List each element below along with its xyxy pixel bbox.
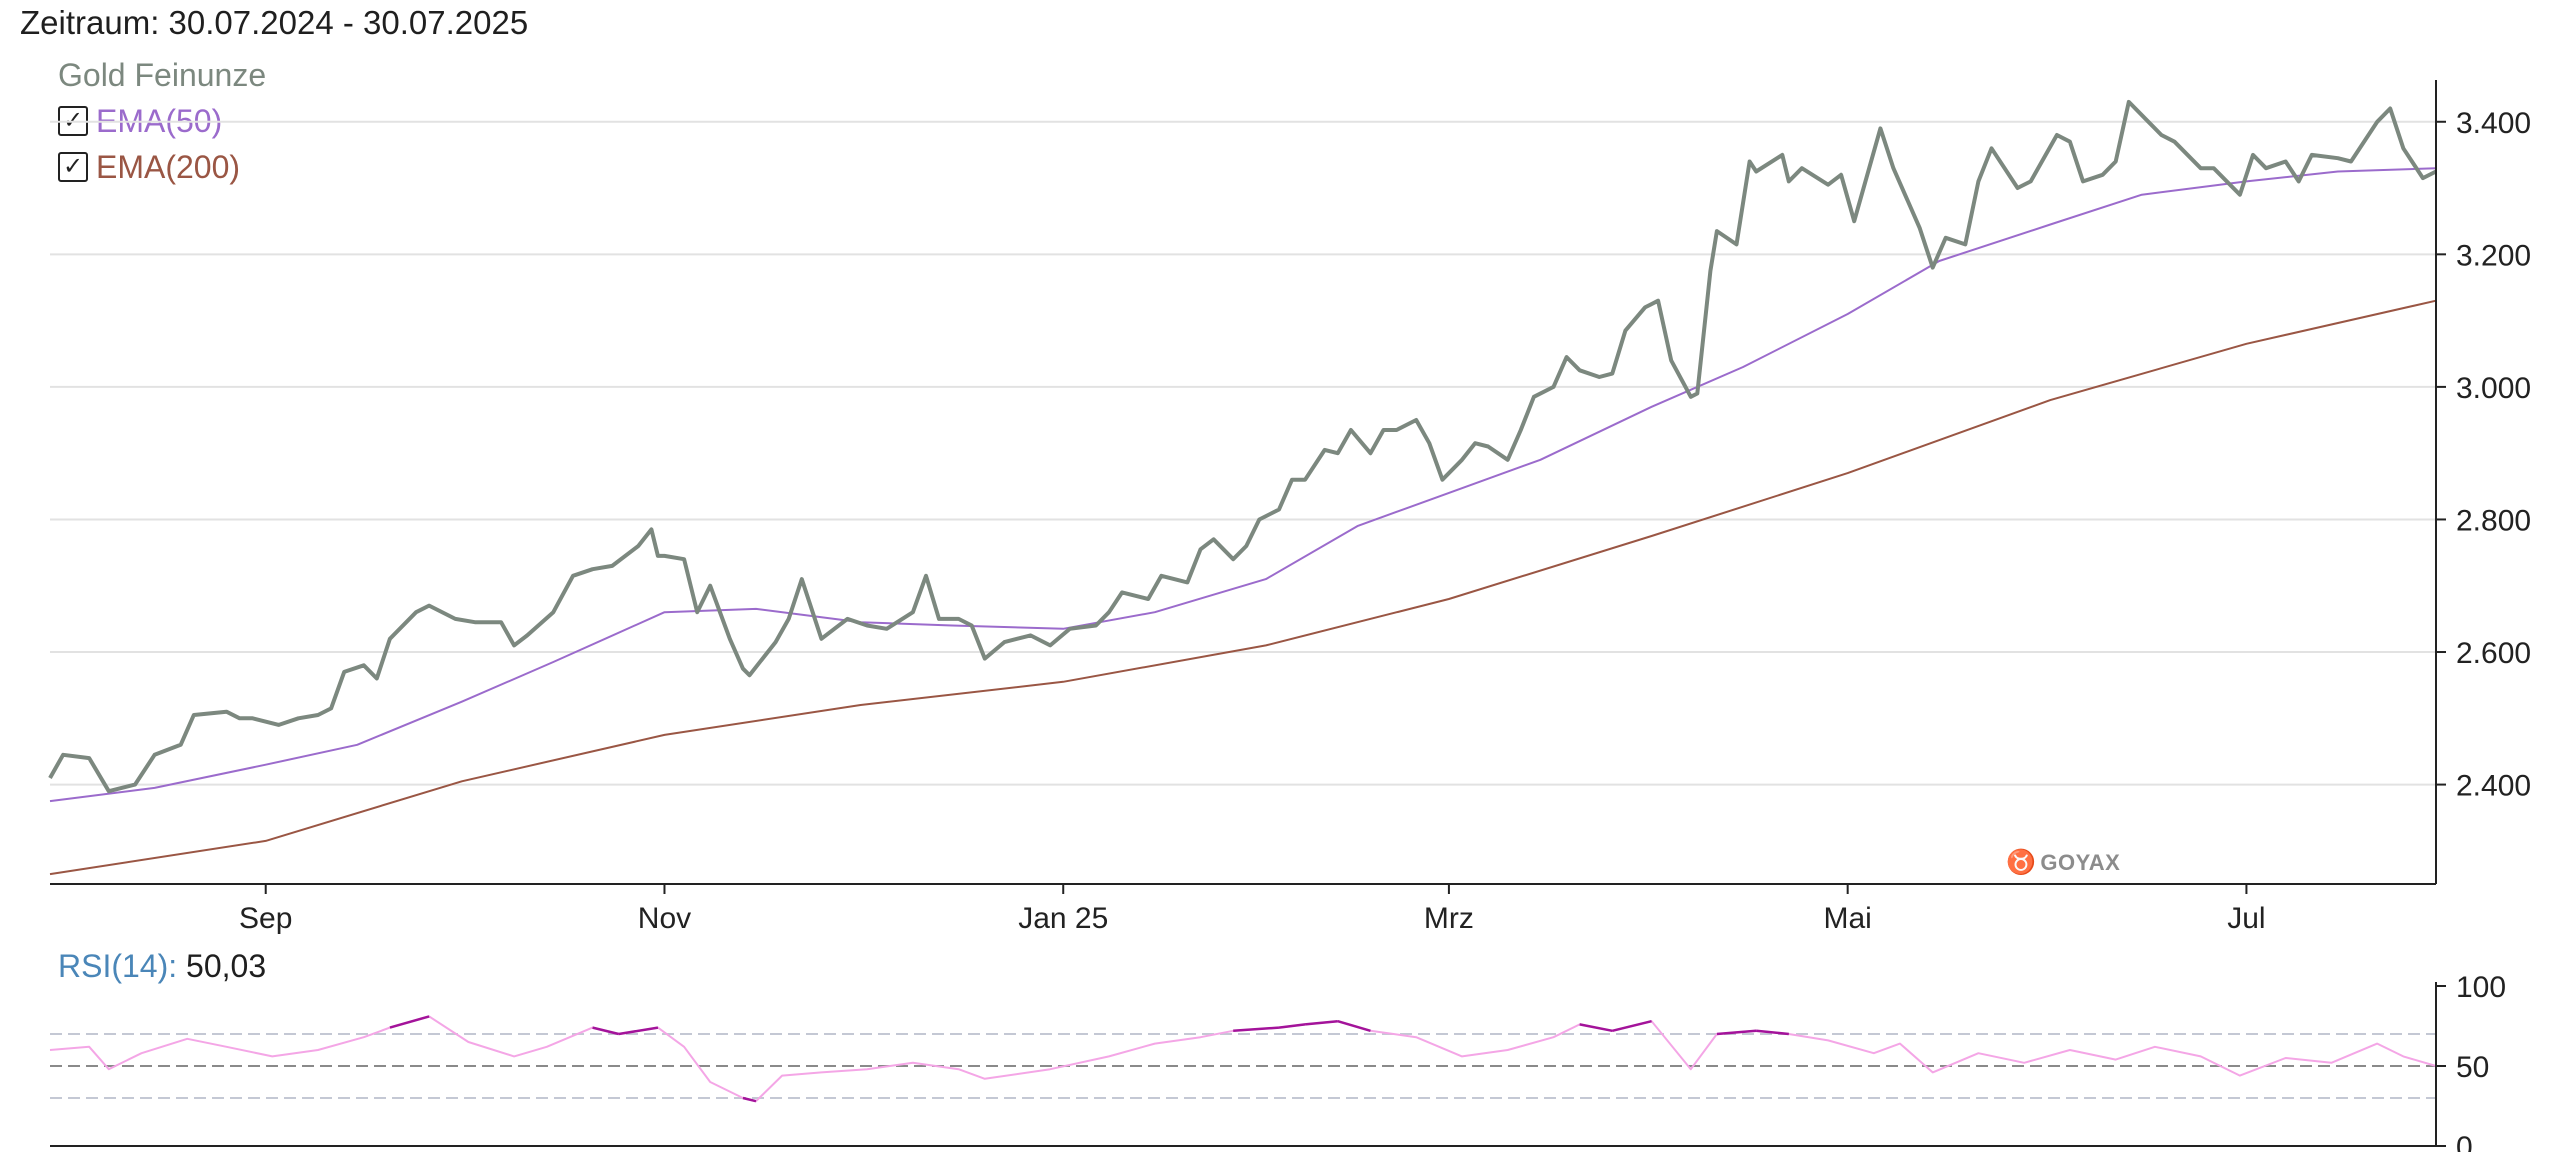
- rsi-extreme-segment: [1278, 1023, 1306, 1029]
- rsi-reference-lines: [50, 1033, 2436, 1099]
- rsi-extreme-segment: [618, 1026, 659, 1036]
- price-chart: 2.400 2.600 2.800 3.000 3.200 3.400 Sep Nov Jan …: [48, 80, 2531, 935]
- x-tick-label: Mrz: [1424, 902, 1474, 935]
- x-tick-label: Jul: [2227, 902, 2265, 935]
- series-line-gold: [48, 99, 2437, 794]
- series-line-ema50: [49, 167, 2437, 803]
- legend-instrument: Gold Feinunze: [58, 56, 267, 93]
- x-tick-label: Mai: [1823, 902, 1871, 935]
- rsi-extreme-segment: [1337, 1020, 1371, 1032]
- y-tick-label: 3.000: [2456, 372, 2531, 405]
- rsi-extreme-segment: [389, 1015, 430, 1029]
- rsi-chart: 0 50 100: [49, 971, 2506, 1152]
- rsi-extreme-segment: [1233, 1026, 1280, 1033]
- rsi-extreme-segment: [742, 1096, 757, 1103]
- rsi-axes: 0 50 100: [50, 971, 2506, 1152]
- bull-icon: ♉: [2006, 849, 2037, 876]
- rsi-y-tick-label: 100: [2456, 971, 2506, 1004]
- rsi-extreme-segment: [1304, 1019, 1338, 1026]
- legend-label-ema50: EMA(50): [96, 102, 223, 139]
- rsi-extreme-segment: [1756, 1029, 1789, 1036]
- checkmark-icon: ✓: [62, 153, 84, 180]
- legend-label-ema200: EMA(200): [96, 148, 241, 185]
- x-tick-label: Sep: [239, 902, 292, 935]
- y-tick-label: 2.800: [2456, 504, 2531, 537]
- rsi-extreme-segment: [1579, 1023, 1613, 1033]
- y-tick-label: 2.400: [2456, 770, 2531, 803]
- x-tick-label: Nov: [638, 902, 691, 935]
- checkmark-icon: ✓: [62, 107, 84, 134]
- y-tick-label: 3.400: [2456, 107, 2531, 140]
- rsi-extreme-segment: [592, 1026, 620, 1036]
- rsi-name: RSI(14): [58, 948, 169, 984]
- rsi-extreme-segment: [1716, 1029, 1757, 1036]
- rsi-extreme-segment: [1612, 1019, 1652, 1033]
- rsi-current-value: 50,03: [186, 948, 267, 984]
- goyax-text: GOYAX: [2040, 849, 2121, 875]
- rsi-y-tick-label: 0: [2456, 1131, 2473, 1152]
- price-axes: 2.400 2.600 2.800 3.000 3.200 3.400 Sep Nov Jan …: [50, 80, 2531, 935]
- price-grid: [50, 120, 2436, 786]
- y-tick-label: 3.200: [2456, 239, 2531, 272]
- legend-item-ema50[interactable]: ✓ EMA(50): [58, 98, 266, 144]
- period-label: Zeitraum: 30.07.2024 - 30.07.2025: [20, 4, 529, 41]
- goyax-watermark: ♉ GOYAX: [2006, 848, 2120, 877]
- checkbox-ema200[interactable]: ✓: [58, 152, 88, 182]
- price-series-lines: [48, 99, 2437, 876]
- legend-item-ema200[interactable]: ✓ EMA(200): [58, 144, 266, 190]
- rsi-label: RSI(14): 50,03: [58, 948, 267, 984]
- chart-legend: Gold Feinunze ✓ EMA(50) ✓ EMA(200): [58, 52, 266, 190]
- rsi-series-lines: [49, 1015, 2437, 1103]
- rsi-y-tick-label: 50: [2456, 1051, 2489, 1084]
- x-tick-label: Jan 25: [1018, 902, 1108, 935]
- series-line-ema200: [49, 299, 2437, 876]
- y-tick-label: 2.600: [2456, 637, 2531, 670]
